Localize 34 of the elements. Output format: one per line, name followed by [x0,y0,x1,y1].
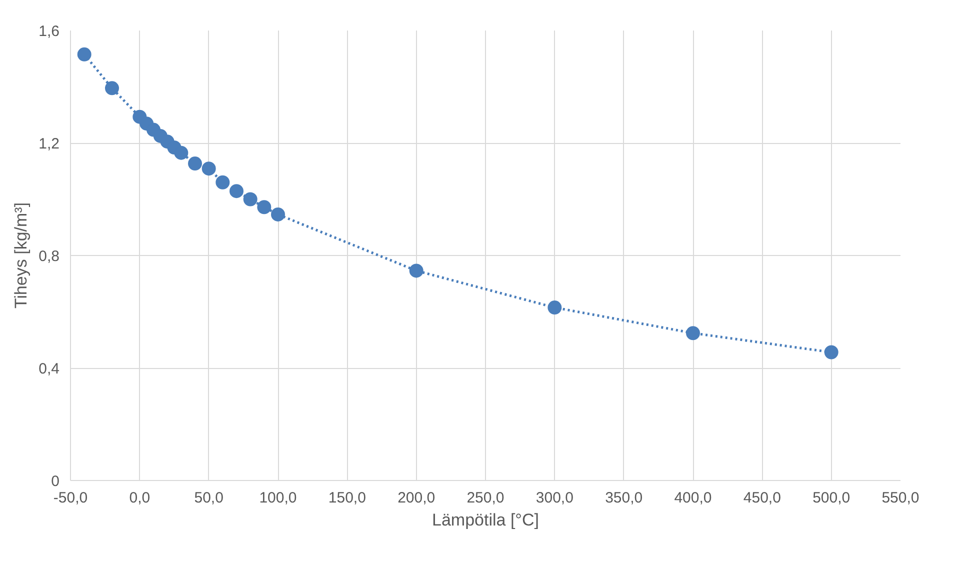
point [243,192,258,206]
point [824,345,838,360]
y-tick-label: 0,8 [38,248,60,265]
y-tick-label: 0 [51,473,60,490]
x-tick-label: 100,0 [259,490,297,506]
point [230,184,244,198]
x-tick-label: -50,0 [53,490,88,506]
y-axis-title: Tiheys [kg/m³] [12,202,31,309]
point [174,146,188,160]
point [409,264,424,278]
point [271,207,285,222]
point [77,47,92,62]
x-tick-label: 150,0 [328,490,366,506]
point [105,81,119,96]
y-tick-label: 1,6 [38,23,60,40]
x-tick-label: 300,0 [536,490,574,506]
x-tick-label: 550,0 [882,490,920,506]
y-tick-label: 1,2 [38,136,60,152]
point [548,300,562,315]
point [257,200,272,214]
point [686,326,700,340]
x-tick-label: 350,0 [605,490,643,506]
x-tick-label: 200,0 [398,490,436,506]
point [202,162,216,176]
x-tick-label: 500,0 [812,490,850,506]
point [188,156,202,171]
x-axis-title: Lämpötila [°C] [432,510,539,530]
x-tick-label: 50,0 [194,490,224,506]
x-tick-label: 250,0 [466,490,504,506]
point [216,175,230,190]
y-tick-label: 0,4 [38,360,60,378]
x-tick-label: 400,0 [674,490,712,506]
x-tick-label: 0,0 [129,490,150,506]
x-tick-label: 450,0 [743,490,781,506]
